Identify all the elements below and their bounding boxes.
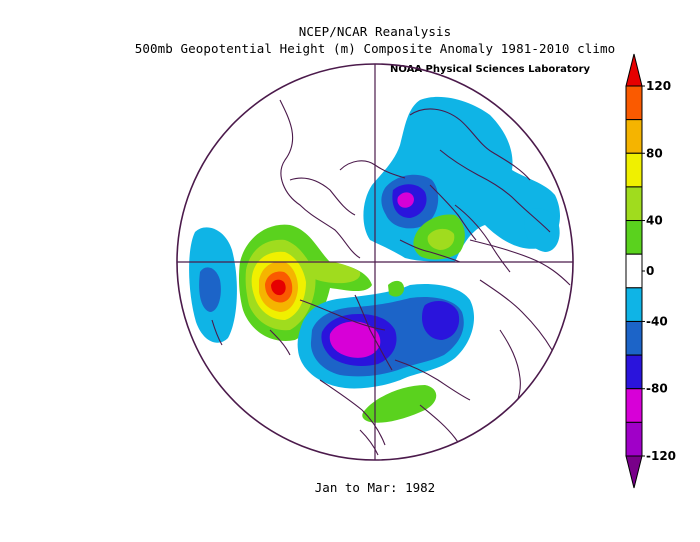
colorbar-label: 40 [646,214,663,228]
colorbar-box [625,354,643,390]
colorbar-box [625,320,643,356]
anomaly-pos-atlantic [362,385,437,423]
colorbar-bottom-arrow [625,455,643,489]
colorbar-label: -120 [646,449,676,463]
anomaly-pos-ridge-core [271,279,286,296]
colorbar-label: -80 [646,382,668,396]
anomaly-neg-east [524,208,560,252]
colorbar-box [625,253,643,289]
colorbar-label: -40 [646,314,668,328]
map-boundary [176,63,574,461]
colorbar-box [625,85,643,121]
anomaly-neg-pacific-inner [199,267,221,312]
anomaly-neg-na-3b [422,300,460,340]
colorbar-label: 80 [646,146,663,160]
anomaly-pos-tongue [300,260,361,284]
period-label: Jan to Mar: 1982 [314,480,436,495]
colorbar-label: 120 [646,79,671,93]
credit-text: NOAA Physical Sciences Laboratory [390,64,591,75]
anomaly-field [189,96,560,423]
colorbar-box [625,152,643,188]
colorbar-box [625,186,643,222]
anomaly-neg-pole-core [397,192,414,208]
colorbar-box [625,388,643,423]
anomaly-pos-small [388,280,405,297]
colorbar-box [625,119,643,154]
colorbar-box [625,421,643,457]
anomaly-neg-na-core [329,321,381,358]
coastlines [211,99,571,460]
map-title: NCEP/NCAR Reanalysis [298,24,452,39]
colorbar-box [625,287,643,322]
map-subtitle: 500mb Geopotential Height (m) Composite … [134,41,616,56]
colorbar-top-arrow [625,53,643,87]
colorbar-label: 0 [646,264,654,278]
colorbar-box [625,220,643,255]
anomaly-pos-asia-inner [427,228,455,250]
